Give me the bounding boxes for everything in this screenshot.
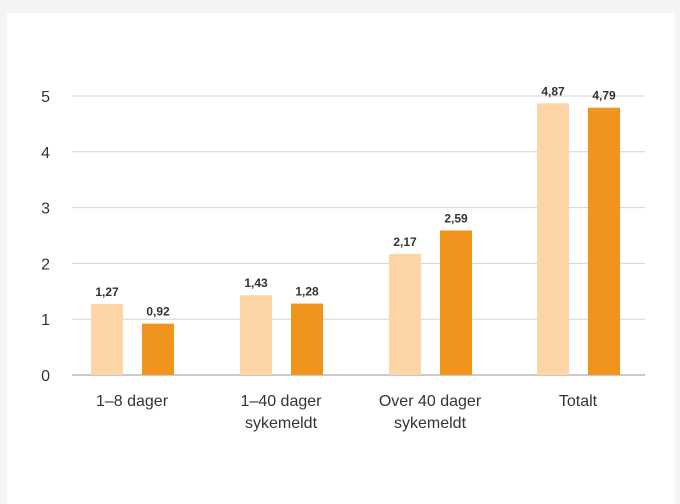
- x-tick-label-line: Over 40 dager: [379, 393, 482, 410]
- x-tick-label: Totalt: [559, 393, 598, 410]
- x-tick-label: 1–8 dager: [96, 393, 169, 410]
- x-tick-label-line: 1–8 dager: [96, 393, 169, 410]
- bar: [389, 253, 421, 375]
- y-tick-label: 1: [41, 312, 50, 329]
- y-tick-label: 4: [41, 145, 50, 162]
- x-tick-label-line: sykemeldt: [245, 415, 318, 432]
- bar: [91, 304, 123, 375]
- data-label: 1,27: [95, 285, 119, 299]
- x-tick-label-line: Totalt: [559, 393, 598, 410]
- data-label: 1,28: [295, 285, 319, 299]
- y-tick-label: 5: [41, 89, 50, 106]
- data-label: 1,43: [244, 276, 268, 290]
- y-tick-label: 2: [41, 256, 50, 273]
- data-label: 4,79: [592, 89, 616, 103]
- data-label: 2,59: [444, 211, 468, 225]
- x-tick-label: 1–40 dager sykemeldt: [241, 393, 323, 432]
- bar: [142, 323, 174, 375]
- bar: [588, 107, 620, 375]
- bar: [240, 295, 272, 375]
- bar: [291, 303, 323, 375]
- x-tick-label-line: 1–40 dager: [241, 393, 323, 410]
- data-label: 4,87: [541, 84, 565, 98]
- data-label: 0,92: [146, 305, 170, 319]
- bar: [440, 230, 472, 375]
- y-tick-label: 0: [41, 368, 50, 385]
- data-label: 2,17: [393, 235, 417, 249]
- bar: [537, 103, 569, 375]
- x-tick-label: Over 40 dager sykemeldt: [379, 393, 482, 432]
- y-tick-label: 3: [41, 201, 50, 218]
- x-tick-label-line: sykemeldt: [394, 415, 467, 432]
